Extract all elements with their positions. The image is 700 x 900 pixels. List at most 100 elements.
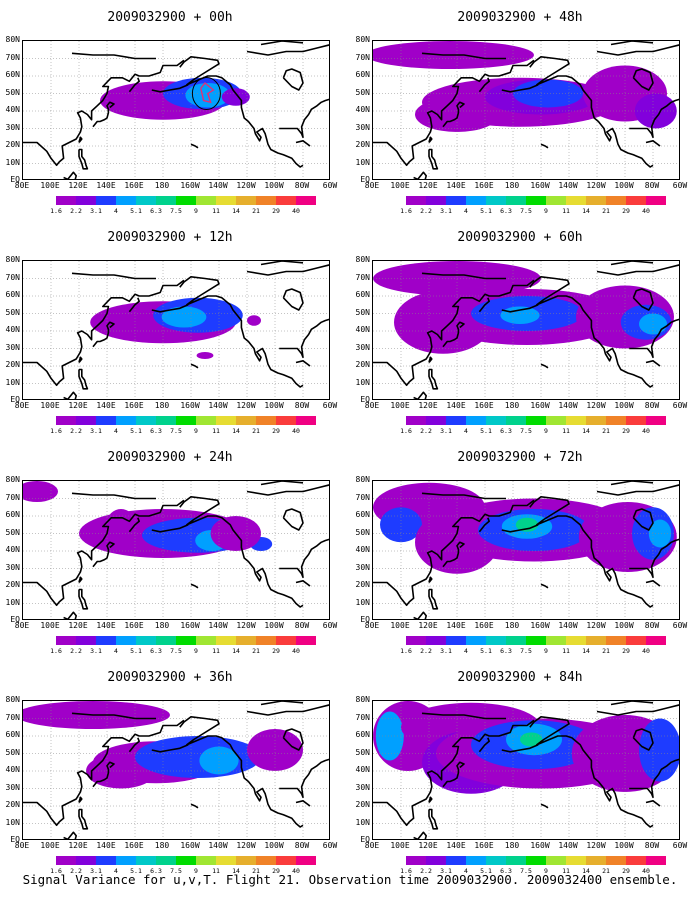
- coastline: [92, 541, 115, 568]
- colorbar-label: 40: [292, 427, 300, 435]
- latitude-label: 70N: [5, 52, 20, 62]
- latitude-label: 80N: [355, 35, 370, 44]
- colorbar-label: 5.1: [480, 867, 492, 875]
- latitude-label: 50N: [355, 307, 370, 317]
- coastline: [71, 492, 156, 500]
- colorbar-swatch: [626, 416, 646, 425]
- coastline: [442, 761, 465, 788]
- colorbar-swatch: [586, 856, 606, 865]
- coastline: [23, 719, 185, 827]
- coastline: [246, 44, 329, 56]
- coastline: [78, 808, 89, 830]
- colorbar-swatch: [256, 636, 276, 645]
- map-panel-24h: 2009032900 + 24h 80N 70N 60N 50N 40N 30N 20N 10N…: [0, 440, 340, 658]
- longitude-label: 120E: [68, 181, 88, 190]
- latitude-label: 70N: [5, 712, 20, 722]
- colorbar-label: 2.2: [420, 867, 432, 875]
- panel-title: 2009032900 + 24h: [107, 450, 233, 465]
- colorbar-swatch: [176, 196, 196, 205]
- colorbar-label: 21: [602, 207, 610, 215]
- colorbar: [406, 636, 666, 645]
- colorbar-label: 2.2: [70, 647, 82, 655]
- colorbar-swatch: [406, 196, 426, 205]
- colorbar-swatch: [526, 416, 546, 425]
- colorbar-label: 14: [582, 867, 590, 875]
- colorbar-label: 7.5: [170, 427, 182, 435]
- map-area: [22, 480, 330, 620]
- coastline: [428, 796, 433, 803]
- colorbar-swatch: [116, 636, 136, 645]
- colorbar-swatch: [56, 196, 76, 205]
- longitude-label: 140W: [558, 401, 578, 410]
- coastline: [501, 524, 539, 533]
- colorbar-label: 29: [272, 647, 280, 655]
- colorbar-label: 9: [194, 647, 198, 655]
- latitude-label: 40N: [5, 765, 20, 774]
- map-area: [372, 700, 680, 840]
- latitude-label: 40N: [5, 325, 20, 334]
- coastline: [260, 41, 304, 46]
- colorbar-label: 1.6: [400, 867, 412, 875]
- coastline: [540, 803, 549, 809]
- colorbar-swatch: [406, 416, 426, 425]
- colorbar-label: 29: [622, 207, 630, 215]
- longitude-label: 100W: [264, 401, 284, 410]
- latitude-label: 80N: [355, 695, 370, 704]
- coastline: [413, 171, 428, 179]
- colorbar-swatch: [256, 416, 276, 425]
- latitude-label: 10N: [5, 817, 20, 827]
- longitude-label: 180: [504, 621, 520, 630]
- colorbar-label: 2.2: [420, 427, 432, 435]
- colorbar-label: 1.6: [400, 427, 412, 435]
- colorbar-swatch: [56, 416, 76, 425]
- coastline: [501, 744, 539, 753]
- coastline: [282, 288, 304, 311]
- colorbar-swatch: [216, 636, 236, 645]
- colorbar-swatch: [56, 636, 76, 645]
- panel-title: 2009032900 + 12h: [107, 230, 233, 245]
- colorbar-swatch: [626, 856, 646, 865]
- figure-caption: Signal Variance for u,v,T. Flight 21. Ob…: [22, 872, 678, 887]
- longitude-label: 80W: [644, 621, 660, 630]
- colorbar-label: 3.1: [90, 207, 102, 215]
- variance-shading: [520, 732, 543, 747]
- colorbar-swatch: [486, 196, 506, 205]
- colorbar-label: 29: [622, 647, 630, 655]
- colorbar-label: 9: [194, 427, 198, 435]
- colorbar-swatch: [216, 856, 236, 865]
- longitude-label: 100W: [614, 401, 634, 410]
- colorbar-swatch: [526, 636, 546, 645]
- coastline: [421, 272, 506, 280]
- longitude-label: 140W: [558, 181, 578, 190]
- latitude-label: 70N: [355, 492, 370, 502]
- colorbar-label: 7.5: [170, 867, 182, 875]
- coastline: [260, 481, 304, 486]
- variance-shading: [648, 519, 672, 548]
- coastline: [610, 261, 654, 266]
- latitude-label: 30N: [355, 122, 370, 132]
- longitude-label: 60W: [672, 181, 688, 190]
- longitude-label: 80E: [364, 841, 380, 850]
- colorbar-swatch: [446, 416, 466, 425]
- coastline: [442, 321, 465, 348]
- colorbar-swatch: [236, 416, 256, 425]
- colorbar-swatch: [426, 636, 446, 645]
- latitude-label: 40N: [355, 765, 370, 774]
- latitude-label: 10N: [5, 597, 20, 607]
- colorbar-label: 1.6: [50, 647, 62, 655]
- latitude-label: 80N: [5, 255, 20, 264]
- latitude-label: 30N: [355, 562, 370, 572]
- longitude-label: 160W: [530, 401, 550, 410]
- longitude-label: 80E: [14, 181, 30, 190]
- longitude-label: 160W: [530, 841, 550, 850]
- colorbar-swatch: [546, 416, 566, 425]
- coastline: [629, 538, 679, 579]
- map-panel-12h: 2009032900 + 12h 80N 70N 60N 50N 40N 30N 20N 10N…: [0, 220, 340, 438]
- variance-map: [373, 481, 679, 619]
- longitude-label: 140W: [208, 181, 228, 190]
- colorbar-label: 14: [582, 427, 590, 435]
- coastline: [71, 712, 156, 720]
- colorbar-swatch: [526, 196, 546, 205]
- colorbar-labels: 1.6 2.2 3.1 4 5.1 6.3 7.5 9 11 14 21 29 40: [50, 867, 316, 875]
- latitude-label: 50N: [355, 87, 370, 97]
